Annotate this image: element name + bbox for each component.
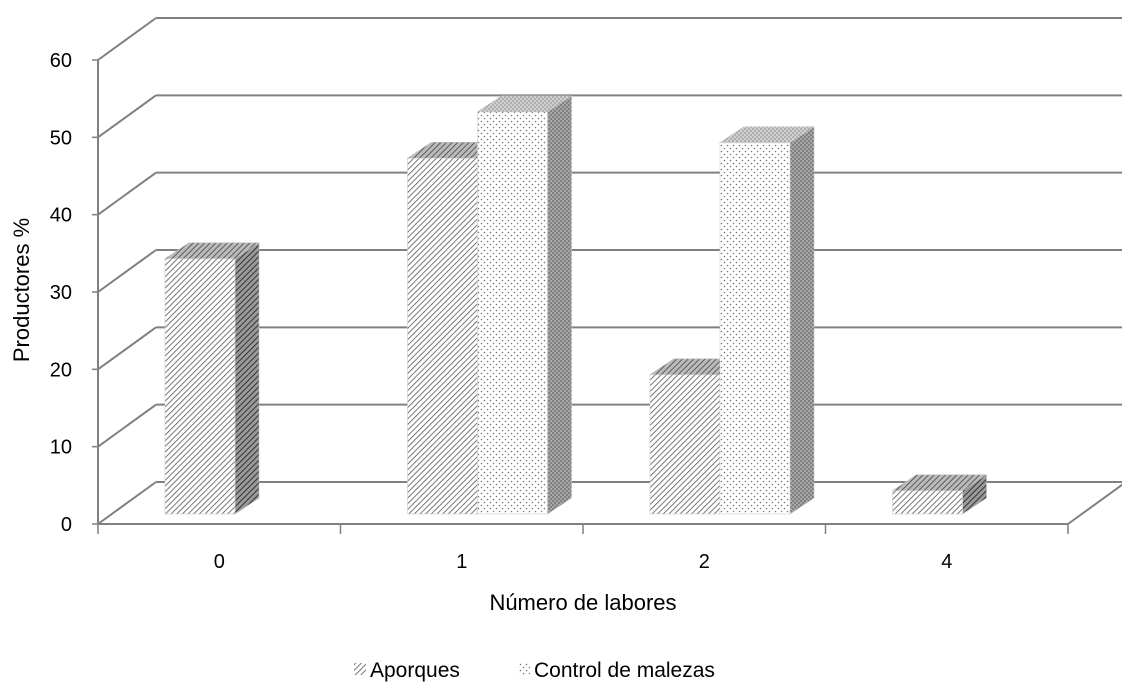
gridlines <box>97 17 1122 525</box>
bar-side <box>547 95 572 515</box>
y-tick-label: 30 <box>50 282 72 304</box>
bar-control-de-malezas-2 <box>719 126 815 515</box>
y-tick-label: 50 <box>50 127 72 149</box>
gridline-diagonal <box>97 17 157 61</box>
legend-swatch-aporques <box>354 663 366 675</box>
y-tick-label: 10 <box>50 437 72 459</box>
legend-swatch-control-de-malezas <box>518 663 530 675</box>
bar-aporques-0 <box>164 242 260 515</box>
y-tick-label: 0 <box>61 514 72 536</box>
gridline-diagonal <box>97 94 157 139</box>
floor-right-edge <box>1067 483 1122 525</box>
legend-label-control-de-malezas: Control de malezas <box>534 659 715 682</box>
x-tick-label: 1 <box>456 551 467 573</box>
bar-front <box>164 258 236 515</box>
x-tick-label: 4 <box>941 551 952 573</box>
legend: Aporques Control de malezas <box>354 659 715 682</box>
bar-aporques-4 <box>891 474 988 515</box>
gridline-diagonal <box>97 481 157 525</box>
gridline-diagonal <box>97 403 157 448</box>
tick-labels: 0 10 20 30 40 50 60 0 1 2 4 <box>50 50 953 573</box>
y-axis-title: Productores % <box>9 218 34 362</box>
gridline-diagonal <box>97 171 157 216</box>
y-tick-label: 20 <box>50 359 72 381</box>
gridline-diagonal <box>97 326 157 371</box>
bar-front <box>719 142 791 515</box>
bars <box>164 95 988 515</box>
x-axis-title: Número de labores <box>489 590 676 615</box>
y-tick-label: 40 <box>50 205 72 227</box>
bar-side <box>789 126 815 515</box>
bar-side <box>234 242 260 515</box>
bar-front <box>892 490 963 515</box>
x-tick-label: 2 <box>699 551 710 573</box>
bar-front <box>477 111 548 515</box>
bar-front <box>407 157 478 515</box>
legend-label-aporques: Aporques <box>370 659 460 682</box>
x-tick-label: 0 <box>214 551 225 573</box>
bar-front <box>649 374 721 515</box>
gridline-diagonal <box>97 249 157 293</box>
y-tick-label: 60 <box>50 50 72 72</box>
bar-control-de-malezas-1 <box>476 95 573 515</box>
